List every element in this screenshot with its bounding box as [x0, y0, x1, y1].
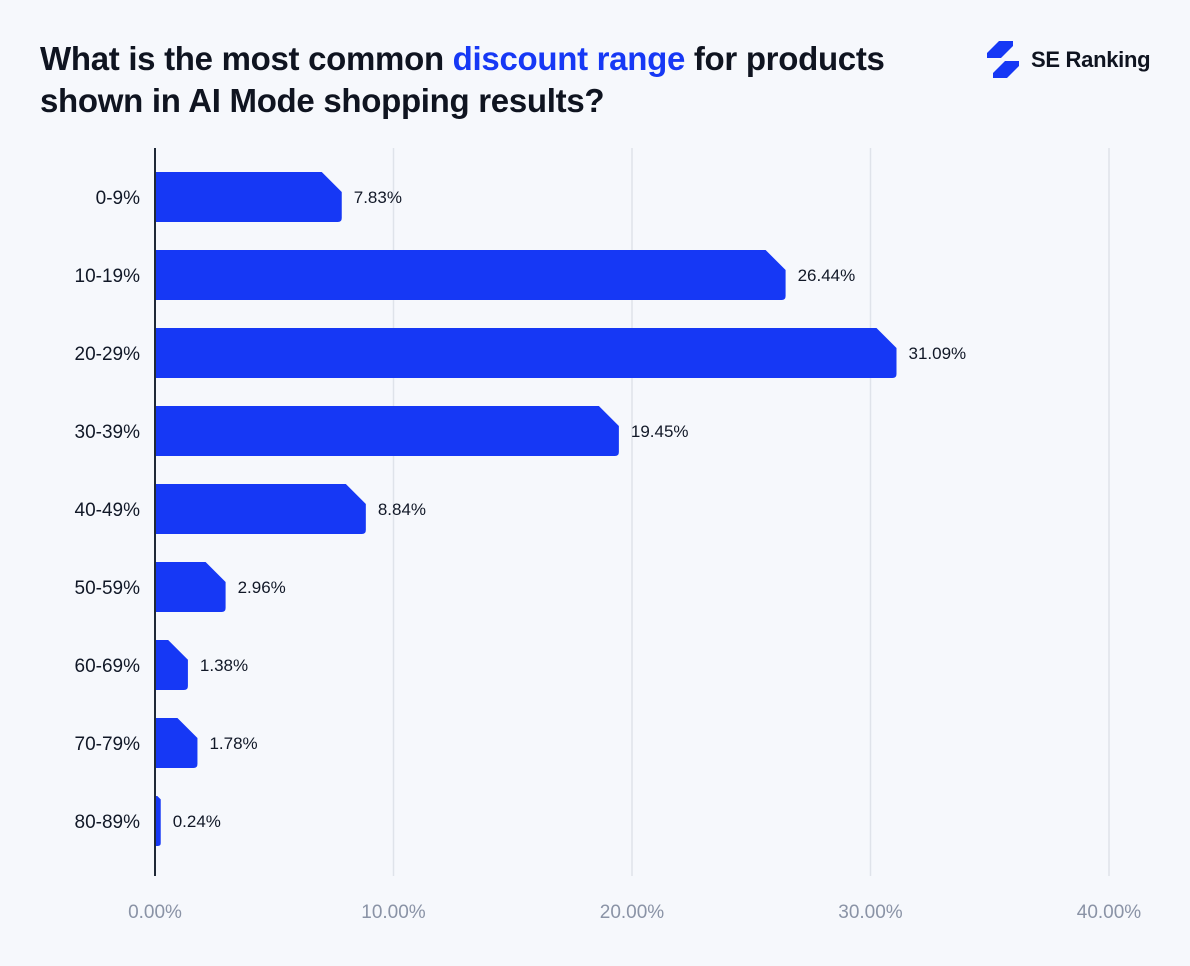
- bar: [155, 328, 897, 378]
- value-label: 31.09%: [908, 344, 966, 363]
- x-tick-label: 40.00%: [1077, 902, 1142, 923]
- x-tick-label: 10.00%: [361, 902, 426, 923]
- category-label: 80-89%: [75, 812, 141, 833]
- value-label: 19.45%: [631, 422, 689, 441]
- x-tick-label: 20.00%: [600, 902, 665, 923]
- title-text-1: What is the most common: [40, 40, 453, 77]
- value-label: 2.96%: [238, 578, 286, 597]
- title-highlight: discount range: [452, 40, 686, 77]
- bar: [155, 796, 161, 846]
- value-label: 8.84%: [378, 500, 426, 519]
- bar: [155, 562, 226, 612]
- title-text-2: for products shown in AI Mode shopping r…: [40, 40, 885, 119]
- category-label: 50-59%: [75, 578, 141, 599]
- bar: [155, 718, 198, 768]
- value-label: 1.38%: [200, 656, 248, 675]
- value-label: 0.24%: [173, 812, 221, 831]
- category-label: 0-9%: [96, 188, 140, 209]
- bar: [155, 250, 786, 300]
- category-label: 20-29%: [75, 344, 141, 365]
- category-label: 60-69%: [75, 656, 141, 677]
- category-label: 30-39%: [75, 422, 141, 443]
- x-tick-label: 0.00%: [128, 902, 182, 923]
- bar: [155, 406, 619, 456]
- bar: [155, 484, 366, 534]
- category-label: 40-49%: [75, 500, 141, 521]
- x-tick-label: 30.00%: [838, 902, 903, 923]
- bar: [155, 172, 342, 222]
- value-label: 26.44%: [798, 266, 856, 285]
- chart-title: What is the most common discount range f…: [40, 38, 940, 122]
- logo-text: SE Ranking: [1031, 47, 1151, 72]
- category-label: 70-79%: [75, 734, 141, 755]
- value-label: 7.83%: [354, 188, 402, 207]
- bar: [155, 640, 188, 690]
- se-ranking-bolt-icon: [987, 41, 1019, 78]
- logo: SE Ranking: [985, 40, 1151, 80]
- value-label: 1.78%: [209, 734, 257, 753]
- category-label: 10-19%: [75, 266, 141, 287]
